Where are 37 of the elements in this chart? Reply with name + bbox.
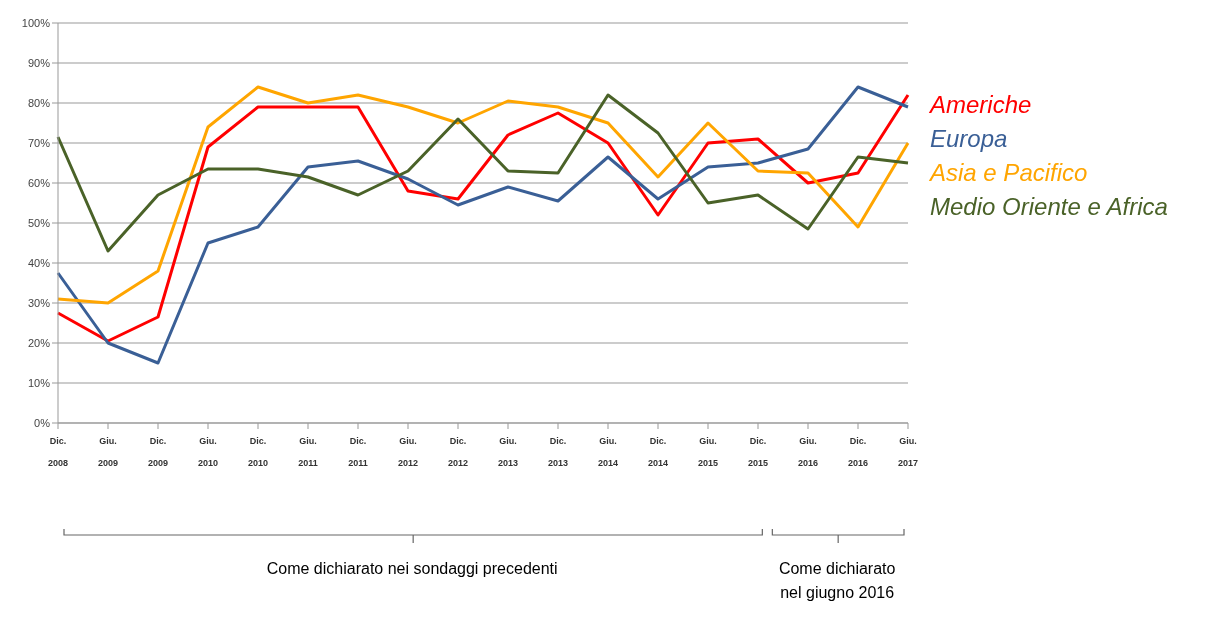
y-tick-label: 20% bbox=[27, 336, 51, 349]
category-label: Giu. 2011 bbox=[298, 436, 318, 468]
series-label: Asia e Pacifico bbox=[930, 158, 1089, 188]
y-tick-label: 10% bbox=[27, 376, 51, 389]
category-label: Giu. 2014 bbox=[597, 436, 619, 468]
category-label: Dic. 2013 bbox=[547, 436, 569, 468]
y-tick-label: 30% bbox=[27, 296, 51, 309]
category-label: Dic. 2008 bbox=[47, 436, 69, 468]
series-label: Europa bbox=[930, 124, 1009, 154]
category-label: Dic. 2014 bbox=[647, 436, 669, 468]
y-tick-label: 70% bbox=[27, 136, 51, 149]
text: Come dichiarato nei sondaggi precedenti bbox=[265, 559, 559, 579]
y-tick-label: 40% bbox=[27, 256, 51, 269]
y-tick-label: 100% bbox=[21, 16, 51, 29]
category-label: Dic. 2012 bbox=[447, 436, 469, 468]
series-label: Medio Oriente e Africa bbox=[930, 192, 1168, 222]
category-label: Dic. 2015 bbox=[747, 436, 769, 468]
category-label: Dic. 2010 bbox=[247, 436, 269, 468]
y-tick-label: 60% bbox=[27, 176, 51, 189]
line-series bbox=[56, 85, 910, 305]
y-tick-label: 0% bbox=[34, 416, 51, 429]
category-label: Giu. 2009 bbox=[97, 436, 119, 468]
category-label: Dic. 2011 bbox=[348, 436, 368, 468]
category-label: Giu. 2015 bbox=[697, 436, 719, 468]
category-label: Giu. 2016 bbox=[797, 436, 819, 468]
category-label: Giu. 2010 bbox=[197, 436, 219, 468]
y-tick-label: 50% bbox=[27, 216, 51, 229]
category-label: Dic. 2009 bbox=[147, 436, 169, 468]
line-series bbox=[56, 93, 910, 253]
y-tick-label: 90% bbox=[27, 56, 51, 69]
text: Come dichiarato nel giugno 2016 bbox=[777, 559, 897, 603]
category-label: Giu. 2017 bbox=[897, 436, 919, 468]
category-label: Giu. 2013 bbox=[497, 436, 519, 468]
series-label: Americhe bbox=[930, 90, 1033, 120]
category-label: Giu. 2012 bbox=[397, 436, 419, 468]
y-tick-label: 80% bbox=[27, 96, 51, 109]
category-label: Dic. 2016 bbox=[847, 436, 869, 468]
